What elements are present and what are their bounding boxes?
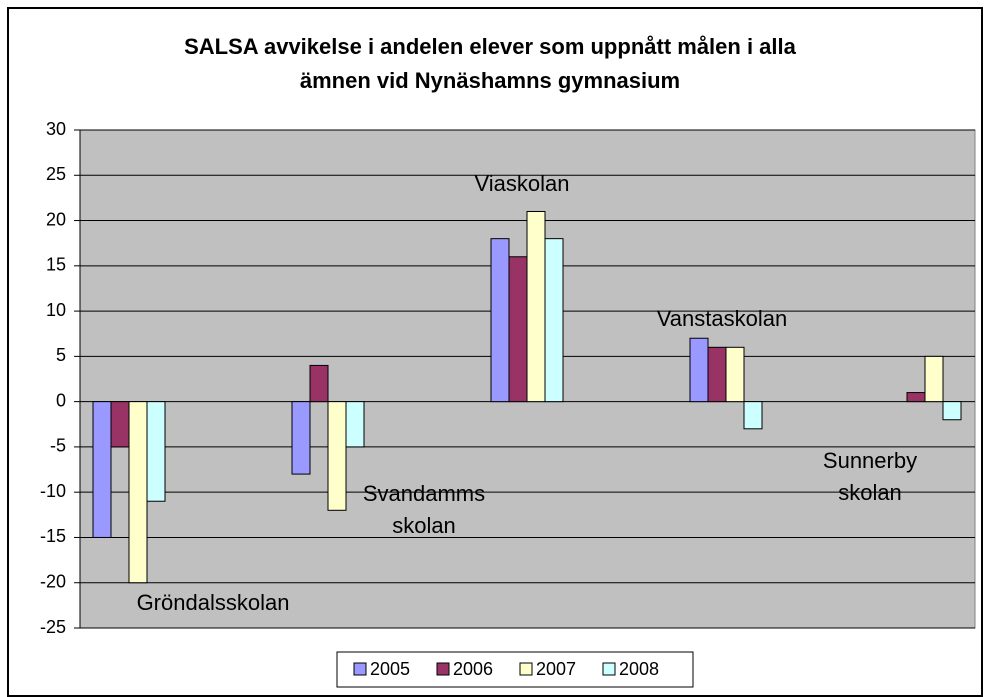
category-label: Svandamms skolan <box>363 481 485 538</box>
y-tick-label: 10 <box>46 300 66 320</box>
chart-title: SALSA avvikelse i andelen elever som upp… <box>184 34 797 59</box>
bar <box>508 256 528 403</box>
legend-swatch <box>519 662 533 676</box>
bar <box>544 238 564 403</box>
bar <box>725 346 745 403</box>
bar <box>327 401 347 511</box>
bar <box>345 401 365 448</box>
bar <box>707 346 727 403</box>
y-tick-label: 25 <box>46 164 66 184</box>
y-tick-label: -20 <box>40 571 66 591</box>
y-tick-label: 15 <box>46 255 66 275</box>
y-tick-label: -5 <box>50 436 66 456</box>
legend-swatch <box>436 662 450 676</box>
bar <box>146 401 166 502</box>
bar <box>309 364 329 403</box>
legend-label: 2007 <box>536 659 576 679</box>
y-tick-label: 20 <box>46 209 66 229</box>
category-label: Sunnerby skolan <box>823 448 917 505</box>
bar <box>924 355 944 403</box>
y-tick-label: -15 <box>40 526 66 546</box>
y-tick-label: 0 <box>56 390 66 410</box>
legend-label: 2005 <box>370 659 410 679</box>
legend-swatch <box>602 662 616 676</box>
bar <box>689 337 709 403</box>
bar <box>526 210 546 403</box>
bar <box>128 401 148 584</box>
bar <box>291 401 311 475</box>
legend-swatch <box>353 662 367 676</box>
legend-label: 2008 <box>619 659 659 679</box>
legend-label: 2006 <box>453 659 493 679</box>
legend <box>336 651 694 688</box>
y-tick-label: -25 <box>40 617 66 637</box>
category-label: Viaskolan <box>475 171 570 196</box>
bar <box>743 401 763 430</box>
bar <box>92 401 112 538</box>
category-label: Vanstaskolan <box>657 306 787 331</box>
bar <box>942 401 962 421</box>
bar <box>906 392 926 403</box>
chart-title: ämnen vid Nynäshamns gymnasium <box>300 68 680 93</box>
bar <box>490 238 510 403</box>
y-tick-label: 30 <box>46 119 66 139</box>
y-tick-label: 5 <box>56 345 66 365</box>
bar <box>110 401 130 448</box>
y-tick-label: -10 <box>40 481 66 501</box>
category-label: Gröndalsskolan <box>137 590 290 615</box>
